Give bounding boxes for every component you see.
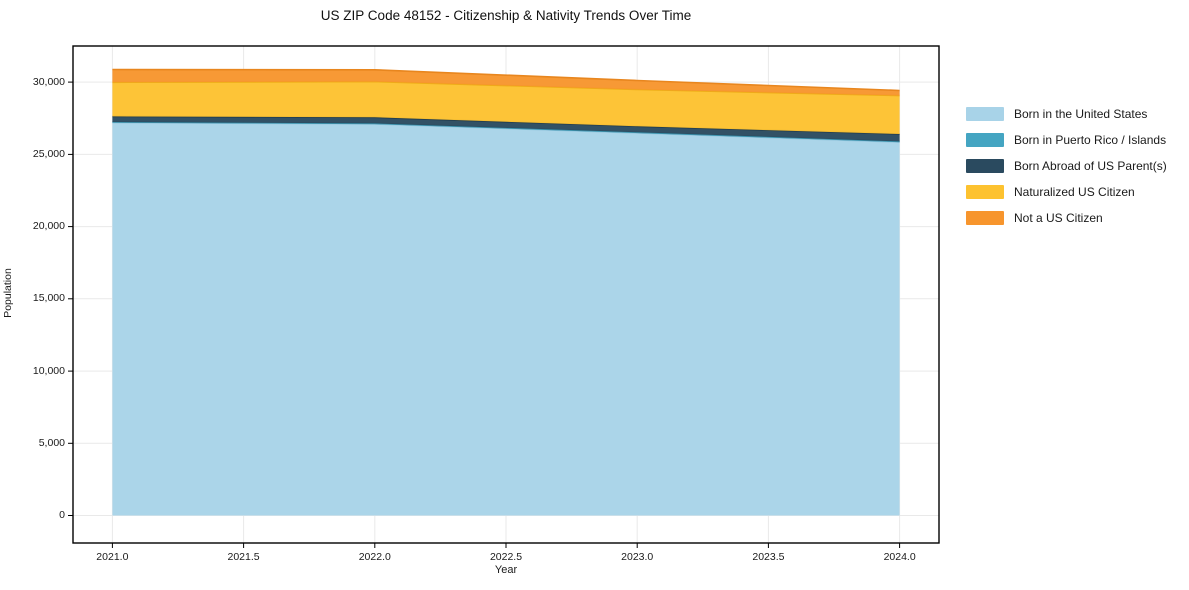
y-tick-label: 20,000 [32, 220, 65, 233]
legend-swatch [966, 185, 1004, 199]
area-band [112, 69, 900, 96]
legend-row: Born in the United States [966, 101, 1167, 127]
x-tick-label: 2021.5 [227, 551, 260, 563]
x-tick-label: 2023.0 [621, 551, 654, 563]
area-band-edge [112, 68, 900, 92]
x-tick-label: 2022.0 [358, 551, 391, 563]
legend-swatch [966, 211, 1004, 225]
legend-label: Born in the United States [1014, 107, 1148, 121]
legend-label: Born in Puerto Rico / Islands [1014, 133, 1167, 147]
legend-swatch [966, 107, 1004, 121]
legend-row: Born in Puerto Rico / Islands [966, 127, 1167, 153]
legend-label: Naturalized US Citizen [1014, 185, 1135, 199]
x-tick-label: 2024.0 [883, 551, 916, 563]
y-tick-label: 10,000 [32, 364, 65, 377]
area-band [112, 122, 900, 516]
legend-swatch [966, 133, 1004, 147]
legend-row: Naturalized US Citizen [966, 179, 1167, 205]
x-tick-label: 2021.0 [96, 551, 129, 563]
y-tick-label: 25,000 [32, 147, 65, 160]
area-band [112, 116, 900, 142]
x-tick-label: 2022.5 [489, 551, 523, 563]
legend-row: Born Abroad of US Parent(s) [966, 153, 1167, 179]
legend-swatch [966, 159, 1004, 173]
area-band [112, 81, 900, 134]
x-tick-label: 2023.5 [752, 551, 785, 563]
y-axis-label: Population [2, 268, 14, 318]
legend: Born in the United States Born in Puerto … [966, 101, 1167, 231]
x-axis-label: Year [494, 564, 518, 576]
y-tick-label: 5,000 [38, 436, 65, 449]
y-tick-label: 30,000 [32, 75, 65, 88]
legend-row: Not a US Citizen [966, 205, 1167, 231]
chart-title: US ZIP Code 48152 - Citizenship & Nativi… [320, 8, 692, 23]
legend-label: Not a US Citizen [1014, 211, 1103, 225]
legend-label: Born Abroad of US Parent(s) [1014, 159, 1167, 173]
y-tick-label: 15,000 [32, 292, 65, 305]
y-tick-label: 0 [59, 509, 65, 522]
